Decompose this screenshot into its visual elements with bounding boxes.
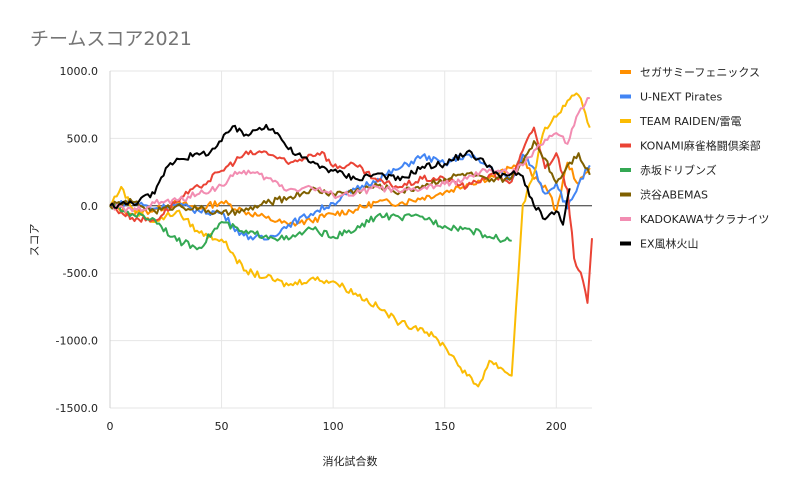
legend-label: KADOKAWAサクラナイツ [640, 213, 769, 226]
y-tick-label: -500.0 [63, 267, 98, 280]
legend-label: 渋谷ABEMAS [640, 189, 708, 202]
series-line-7 [109, 123, 571, 226]
legend-swatch [620, 143, 631, 148]
legend-swatch [620, 94, 631, 99]
series-line-6 [109, 97, 590, 213]
y-tick-label: 1000.0 [60, 65, 99, 78]
y-tick-label: -1000.0 [56, 335, 98, 348]
legend-item: EX風林火山 [620, 237, 699, 251]
y-axis-label: スコア [28, 224, 41, 257]
y-tick-label: -1500.0 [56, 402, 98, 415]
series-group [109, 92, 593, 388]
y-tick-label: 500.0 [67, 132, 99, 145]
y-axis-ticks: 1000.0 500.0 0.0 -500.0 -1000.0 -1500.0 [56, 65, 98, 415]
legend-swatch [620, 192, 631, 197]
x-axis-label: 消化試合数 [323, 454, 378, 468]
x-tick-label: 200 [546, 420, 567, 433]
legend-swatch [620, 168, 631, 172]
legend-swatch [620, 217, 631, 221]
legend-label: U-NEXT Pirates [640, 91, 723, 104]
series-line-2 [109, 92, 591, 388]
x-tick-label: 150 [434, 420, 455, 433]
legend-item: U-NEXT Pirates [620, 91, 723, 104]
legend-label: TEAM RAIDEN/雷電 [639, 115, 742, 128]
series-line-3 [109, 126, 593, 304]
series-line-5 [109, 140, 591, 216]
x-tick-label: 0 [107, 420, 114, 433]
legend-swatch [620, 241, 631, 246]
chart-title: チームスコア2021 [30, 28, 192, 50]
legend-item: TEAM RAIDEN/雷電 [620, 115, 742, 128]
legend-item: セガサミーフェニックス [620, 66, 760, 79]
legend-swatch [620, 70, 631, 74]
legend-label: セガサミーフェニックス [640, 66, 760, 79]
legend: セガサミーフェニックス U-NEXT Pirates TEAM RAIDEN/雷電 K… [620, 66, 769, 251]
x-tick-label: 50 [215, 420, 229, 433]
legend-label: 赤坂ドリブンズ [640, 163, 717, 177]
legend-item: 赤坂ドリブンズ [620, 163, 717, 177]
series-line-4 [109, 203, 512, 251]
legend-label: KONAMI麻雀格闘倶楽部 [640, 139, 761, 153]
legend-item: KADOKAWAサクラナイツ [620, 213, 769, 226]
legend-swatch [620, 119, 631, 123]
legend-item: 渋谷ABEMAS [620, 189, 708, 202]
legend-item: KONAMI麻雀格闘倶楽部 [620, 139, 761, 153]
x-axis-ticks: 0 50 100 150 200 [107, 420, 567, 433]
y-tick-label: 0.0 [81, 200, 99, 213]
x-tick-label: 100 [323, 420, 344, 433]
legend-label: EX風林火山 [640, 237, 699, 251]
